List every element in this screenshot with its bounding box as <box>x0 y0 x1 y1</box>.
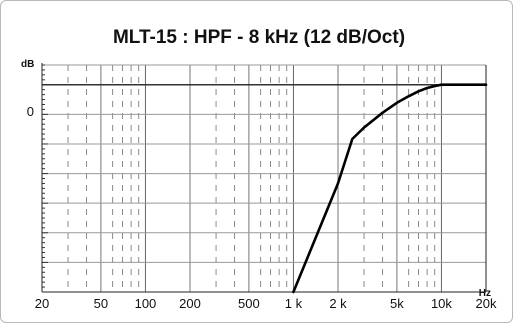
response-curve-line <box>292 83 488 294</box>
x-tick-label: 20 <box>35 296 49 311</box>
x-axis-unit-label: Hz <box>479 288 491 299</box>
x-tick-label: 10k <box>431 296 452 311</box>
chart-title: MLT-15 : HPF - 8 kHz (12 dB/Oct) <box>113 27 405 48</box>
x-tick-label: 1 k <box>285 296 303 311</box>
x-tick-label: 200 <box>179 296 201 311</box>
x-tick-label: 50 <box>94 296 108 311</box>
y-tick-label-0db: 0 <box>27 104 34 119</box>
x-tick-label: 5k <box>390 296 404 311</box>
x-tick-label: 500 <box>238 296 260 311</box>
x-tick-label: 20k <box>476 296 497 311</box>
y-axis-unit-label: dB <box>21 59 34 70</box>
x-tick-label: 2 k <box>329 296 347 311</box>
x-tick-label: 100 <box>135 296 157 311</box>
